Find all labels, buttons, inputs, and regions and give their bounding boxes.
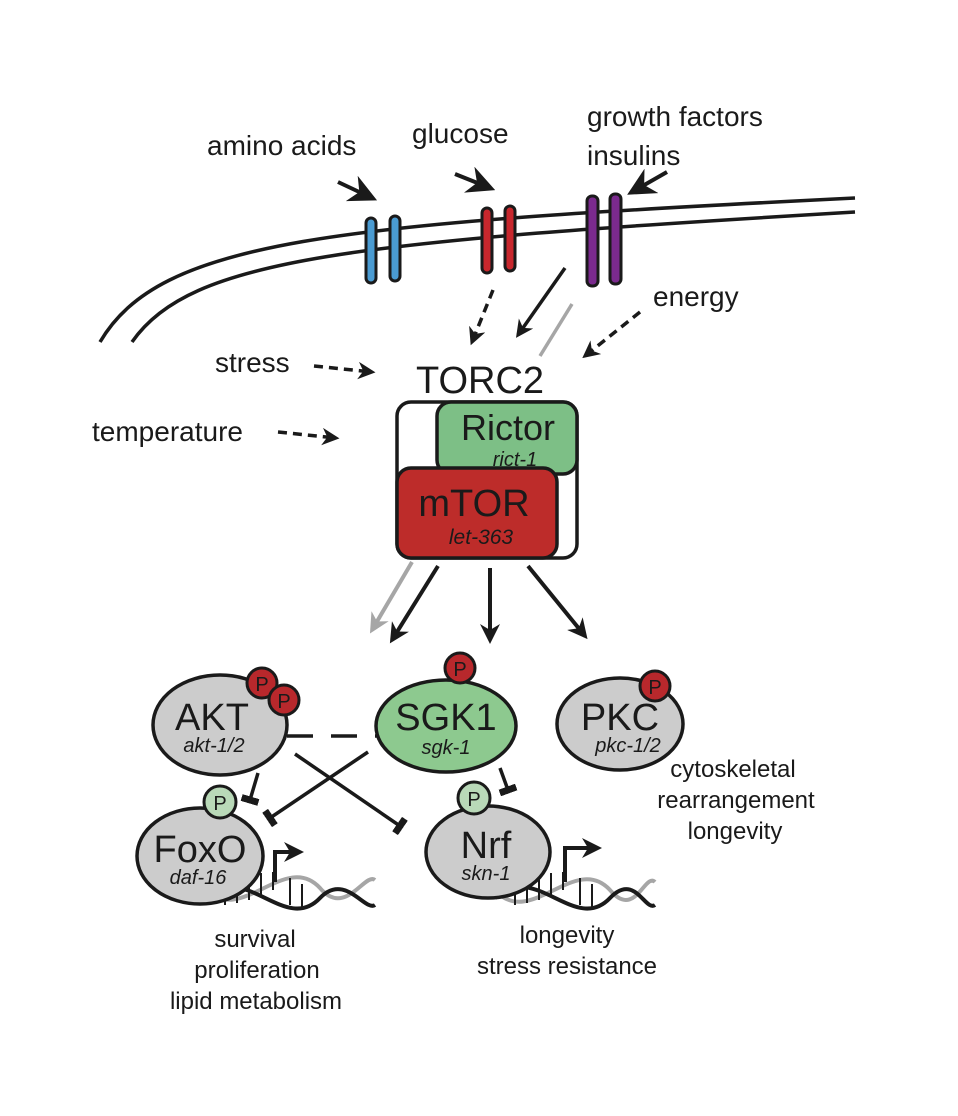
pkc-gene: pkc-1/2 bbox=[594, 735, 661, 757]
receptor-glucose bbox=[480, 204, 517, 275]
mtor-gene: let-363 bbox=[449, 526, 514, 549]
gray-line-receptor bbox=[538, 303, 574, 357]
sgk1-name: SGK1 bbox=[395, 697, 496, 739]
akt-inhibits-nrf bbox=[294, 752, 408, 836]
svg-text:P: P bbox=[213, 793, 226, 815]
akt-node: AKT akt-1/2 bbox=[151, 673, 289, 777]
arrow-energy bbox=[582, 310, 642, 359]
akt-inhibits-foxo bbox=[240, 772, 260, 806]
foxo-outcome-1: survival bbox=[214, 926, 295, 953]
nrf-gene: skn-1 bbox=[462, 863, 511, 885]
torc2-output-arrows bbox=[369, 560, 588, 644]
pkc-phospho: P bbox=[638, 669, 672, 703]
input-arrows bbox=[337, 166, 668, 202]
torc2-title: TORC2 bbox=[416, 360, 544, 402]
rictor-node: Rictor rict-1 bbox=[435, 400, 579, 476]
gray-arrow-to-akt bbox=[369, 560, 414, 634]
mtor-name: mTOR bbox=[418, 483, 529, 525]
label-glucose: glucose bbox=[412, 118, 509, 149]
sgk1-node: SGK1 sgk-1 bbox=[374, 678, 518, 774]
foxo-phospho: P bbox=[202, 784, 238, 820]
foxo-gene: daf-16 bbox=[170, 867, 228, 889]
akt-name: AKT bbox=[175, 697, 249, 739]
pkc-outcome-2: rearrangement bbox=[657, 787, 815, 814]
receptor-growth-factors bbox=[585, 192, 623, 288]
arrow-temperature bbox=[277, 427, 340, 446]
svg-text:P: P bbox=[277, 691, 290, 713]
arrow-glucose bbox=[454, 166, 496, 193]
nrf-outcome-1: longevity bbox=[520, 922, 615, 949]
svg-text:P: P bbox=[467, 789, 480, 811]
sgk1-inhibits-foxo bbox=[262, 750, 369, 828]
foxo-outcome-2: proliferation bbox=[194, 957, 319, 984]
arrow-insulins bbox=[627, 168, 668, 195]
pkc-name: PKC bbox=[581, 697, 659, 739]
akt-phospho-1: P bbox=[245, 666, 279, 700]
nrf-transcription-arrow bbox=[563, 838, 602, 882]
pkc-outcome-3: longevity bbox=[688, 818, 783, 845]
label-amino-acids: amino acids bbox=[207, 130, 356, 161]
rictor-gene: rict-1 bbox=[493, 449, 537, 471]
svg-text:P: P bbox=[255, 674, 268, 696]
akt-gene: akt-1/2 bbox=[183, 735, 244, 757]
label-insulins: insulins bbox=[587, 140, 680, 171]
receptor-amino-acids bbox=[364, 214, 402, 285]
cell-membrane bbox=[98, 196, 856, 343]
foxo-node: FoxO daf-16 bbox=[135, 806, 265, 906]
rictor-name: Rictor bbox=[461, 407, 555, 448]
svg-text:P: P bbox=[453, 659, 466, 681]
foxo-outcome-3: lipid metabolism bbox=[170, 988, 342, 1015]
interaction-lines bbox=[240, 734, 518, 836]
arrow-stress bbox=[313, 361, 376, 380]
nrf-node: Nrf skn-1 bbox=[424, 804, 552, 900]
akt-phospho-2: P bbox=[267, 683, 301, 717]
svg-text:P: P bbox=[648, 677, 661, 699]
arrow-to-pkc bbox=[526, 564, 588, 640]
sgk1-gene: sgk-1 bbox=[422, 737, 471, 759]
label-growth-factors: growth factors bbox=[587, 101, 763, 132]
arrow-receptor-to-torc2 bbox=[515, 266, 567, 338]
torc2-input-arrows bbox=[277, 266, 642, 446]
label-stress: stress bbox=[215, 347, 290, 378]
nrf-outcome-2: stress resistance bbox=[477, 953, 657, 980]
nrf-name: Nrf bbox=[461, 825, 512, 867]
label-energy: energy bbox=[653, 281, 739, 312]
sgk1-phospho: P bbox=[443, 651, 477, 685]
pkc-outcome-1: cytoskeletal bbox=[670, 756, 795, 783]
mtor-node: mTOR let-363 bbox=[395, 466, 559, 560]
sgk1-inhibits-nrf bbox=[498, 767, 518, 797]
arrow-to-akt bbox=[389, 564, 440, 644]
arrow-amino-acids bbox=[337, 175, 378, 202]
foxo-name: FoxO bbox=[154, 829, 247, 871]
label-temperature: temperature bbox=[92, 416, 243, 447]
nrf-phospho: P bbox=[456, 780, 492, 816]
foxo-transcription-arrow bbox=[273, 842, 304, 882]
arrow-glucose-to-torc2 bbox=[469, 289, 495, 346]
